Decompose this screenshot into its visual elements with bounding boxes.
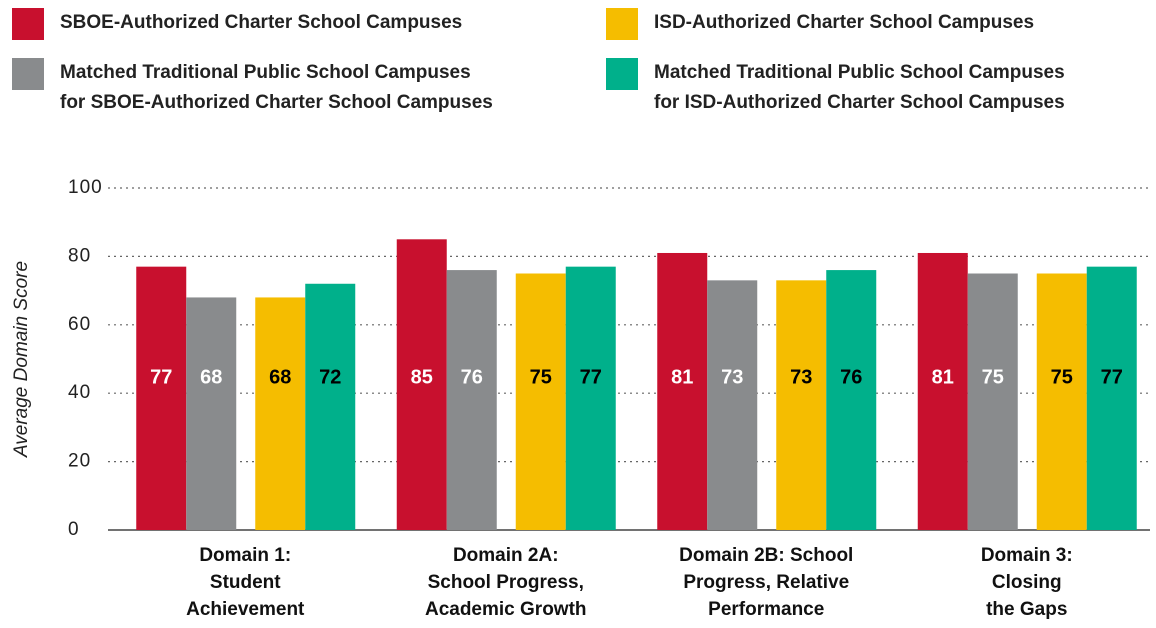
bar (826, 270, 877, 530)
value-label: 75 (530, 366, 552, 388)
bar (776, 280, 827, 530)
legend-swatch (12, 8, 44, 40)
bar (515, 273, 566, 530)
value-label: 77 (1101, 366, 1123, 388)
legend-label: ISD-Authorized Charter School Campuses (654, 12, 1035, 33)
bar (967, 273, 1018, 530)
y-tick-label: 60 (68, 314, 91, 335)
bar (186, 297, 237, 530)
y-tick-label: 100 (68, 177, 103, 198)
value-label: 73 (790, 366, 812, 388)
x-tick-label: Domain 2A: School Progress, Academic Gro… (424, 545, 587, 620)
x-tick-label: Domain 3: Closing the Gaps (980, 545, 1073, 620)
bar (396, 239, 447, 531)
legend-swatch (12, 58, 44, 90)
value-label: 81 (932, 366, 954, 388)
legend-item: ISD-Authorized Charter School Campuses (606, 8, 1034, 40)
value-label: 81 (671, 366, 693, 388)
bar (1036, 273, 1087, 530)
value-label: 73 (721, 366, 743, 388)
y-axis-label: Average Domain Score (11, 261, 32, 458)
value-label: 76 (461, 366, 483, 388)
value-label: 77 (150, 366, 172, 388)
legend-swatch (606, 8, 638, 40)
value-label: 85 (411, 366, 433, 388)
bar (707, 280, 758, 530)
legend-label: Matched Traditional Public School Campus… (654, 62, 1065, 113)
bar (136, 266, 187, 530)
value-label: 77 (580, 366, 602, 388)
legend-label: Matched Traditional Public School Campus… (60, 62, 493, 113)
x-tick-label: Domain 2B: School Progress, Relative Per… (679, 545, 854, 620)
legend-item: Matched Traditional Public School Campus… (12, 58, 493, 118)
bar (255, 297, 306, 530)
x-tick-label: Domain 1: Student Achievement (186, 545, 305, 620)
legend-item: Matched Traditional Public School Campus… (606, 58, 1065, 118)
value-label: 72 (319, 366, 341, 388)
value-label: 75 (1051, 366, 1073, 388)
bar (657, 252, 708, 531)
value-label: 75 (982, 366, 1004, 388)
value-label: 68 (269, 366, 291, 388)
y-tick-label: 80 (68, 245, 91, 266)
value-label: 76 (840, 366, 862, 388)
legend-swatch (606, 58, 638, 90)
y-tick-label: 20 (68, 451, 91, 472)
legend-item: SBOE-Authorized Charter School Campuses (12, 8, 462, 40)
y-tick-label: 0 (68, 519, 80, 540)
bar (917, 252, 968, 531)
value-label: 68 (200, 366, 222, 388)
legend-label: SBOE-Authorized Charter School Campuses (60, 12, 463, 33)
bar (446, 270, 497, 530)
bar (305, 283, 356, 530)
y-tick-label: 40 (68, 382, 91, 403)
bar (565, 266, 616, 530)
bar (1086, 266, 1137, 530)
